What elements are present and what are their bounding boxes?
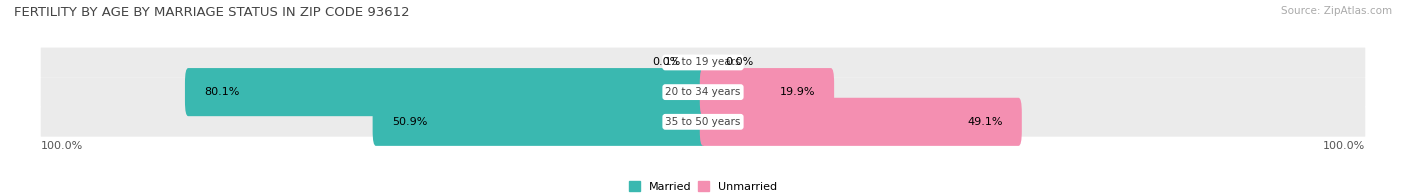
FancyBboxPatch shape (700, 68, 834, 116)
Text: 0.0%: 0.0% (725, 57, 754, 67)
FancyBboxPatch shape (41, 107, 1365, 137)
FancyBboxPatch shape (41, 77, 1365, 107)
Text: 19.9%: 19.9% (779, 87, 815, 97)
Text: FERTILITY BY AGE BY MARRIAGE STATUS IN ZIP CODE 93612: FERTILITY BY AGE BY MARRIAGE STATUS IN Z… (14, 6, 409, 19)
Legend: Married, Unmarried: Married, Unmarried (624, 177, 782, 196)
Text: 35 to 50 years: 35 to 50 years (665, 117, 741, 127)
FancyBboxPatch shape (41, 48, 1365, 77)
FancyBboxPatch shape (186, 68, 706, 116)
Text: 100.0%: 100.0% (41, 141, 83, 151)
Text: 100.0%: 100.0% (1323, 141, 1365, 151)
Text: 49.1%: 49.1% (967, 117, 1002, 127)
Text: 0.0%: 0.0% (652, 57, 681, 67)
Text: 15 to 19 years: 15 to 19 years (665, 57, 741, 67)
Text: 20 to 34 years: 20 to 34 years (665, 87, 741, 97)
Text: 80.1%: 80.1% (204, 87, 239, 97)
FancyBboxPatch shape (700, 98, 1022, 146)
Text: 50.9%: 50.9% (392, 117, 427, 127)
Text: Source: ZipAtlas.com: Source: ZipAtlas.com (1281, 6, 1392, 16)
FancyBboxPatch shape (373, 98, 706, 146)
